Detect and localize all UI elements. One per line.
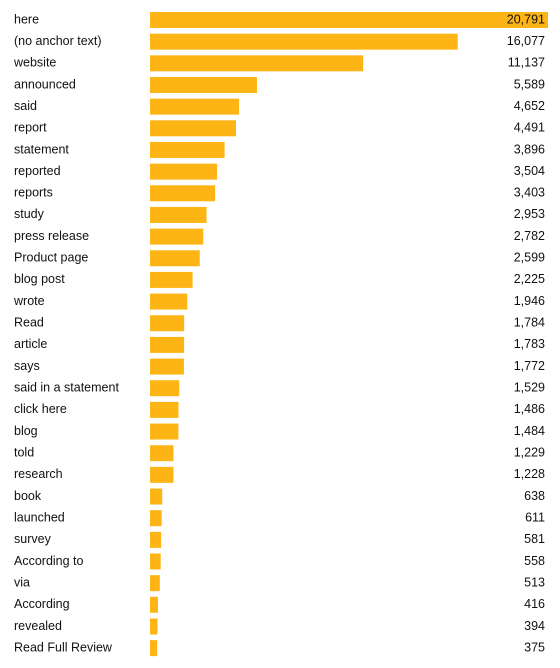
category-label: via — [14, 575, 30, 589]
value-label: 5,589 — [514, 77, 545, 91]
value-label: 513 — [524, 575, 545, 589]
value-label: 16,077 — [507, 34, 545, 48]
value-label: 558 — [524, 554, 545, 568]
bar — [150, 55, 364, 72]
bar — [150, 401, 179, 418]
value-label: 1,484 — [514, 424, 545, 438]
value-label: 1,529 — [514, 381, 545, 395]
value-label: 2,782 — [514, 229, 545, 243]
value-label: 20,791 — [507, 12, 545, 26]
value-label: 4,652 — [514, 99, 545, 113]
value-label: 611 — [525, 510, 545, 524]
value-label: 1,783 — [514, 337, 545, 351]
category-label: (no anchor text) — [14, 34, 102, 48]
category-label: wrote — [13, 294, 45, 308]
bar — [150, 206, 207, 223]
category-label: statement — [14, 142, 69, 156]
bar — [150, 553, 161, 570]
bar — [150, 12, 548, 28]
category-label: here — [14, 12, 39, 26]
bar — [150, 120, 236, 137]
bar — [150, 293, 188, 310]
category-label: click here — [14, 402, 67, 416]
bar — [150, 33, 458, 50]
category-label: says — [14, 359, 40, 373]
bar — [150, 445, 174, 462]
category-label: blog post — [14, 272, 65, 286]
category-label: blog — [14, 424, 38, 438]
bar — [150, 531, 162, 548]
bar — [150, 336, 185, 353]
value-label: 3,403 — [514, 186, 545, 200]
value-label: 2,225 — [514, 272, 545, 286]
category-label: website — [13, 56, 56, 70]
bar — [150, 618, 158, 635]
category-label: survey — [14, 532, 52, 546]
bar — [150, 228, 204, 245]
bar — [150, 98, 240, 115]
category-label: According to — [14, 554, 84, 568]
value-label: 3,504 — [514, 164, 545, 178]
category-label: press release — [14, 229, 89, 243]
value-label: 375 — [524, 640, 545, 654]
category-label: said in a statement — [14, 381, 119, 395]
value-label: 11,137 — [508, 56, 545, 70]
bar — [150, 271, 193, 288]
bar — [150, 423, 179, 440]
category-label: told — [14, 445, 34, 459]
value-label: 3,896 — [514, 142, 545, 156]
bar — [150, 141, 225, 158]
bar — [150, 640, 158, 657]
category-label: research — [14, 467, 63, 481]
value-label: 581 — [524, 532, 545, 546]
bar — [150, 185, 216, 202]
category-label: report — [14, 121, 47, 135]
value-label: 1,228 — [514, 467, 545, 481]
category-label: study — [14, 207, 45, 221]
category-label: Product page — [14, 251, 88, 265]
value-label: 1,772 — [514, 359, 545, 373]
value-label: 2,953 — [514, 207, 545, 221]
category-label: reported — [14, 164, 61, 178]
value-label: 2,599 — [514, 251, 545, 265]
bar — [150, 466, 174, 483]
value-label: 394 — [524, 619, 545, 633]
value-label: 1,784 — [514, 316, 545, 330]
category-label: reports — [14, 186, 53, 200]
bar — [150, 488, 163, 505]
category-label: Read — [14, 316, 44, 330]
category-label: book — [14, 489, 42, 503]
value-label: 416 — [524, 597, 545, 611]
category-label: According — [14, 597, 70, 611]
bar — [150, 315, 185, 332]
bar — [150, 510, 162, 527]
category-label: revealed — [14, 619, 62, 633]
bar — [150, 163, 218, 180]
bar — [150, 76, 257, 93]
bar — [150, 575, 160, 592]
value-label: 638 — [524, 489, 545, 503]
bar — [150, 358, 184, 375]
category-label: announced — [14, 77, 76, 91]
bar — [150, 596, 158, 613]
value-label: 1,946 — [514, 294, 545, 308]
bar — [150, 250, 200, 267]
value-label: 4,491 — [514, 121, 545, 135]
bar — [150, 380, 180, 397]
value-label: 1,486 — [514, 402, 545, 416]
category-label: launched — [14, 510, 65, 524]
category-label: Read Full Review — [14, 640, 113, 654]
value-label: 1,229 — [514, 445, 545, 459]
category-label: article — [14, 337, 47, 351]
category-label: said — [14, 99, 37, 113]
